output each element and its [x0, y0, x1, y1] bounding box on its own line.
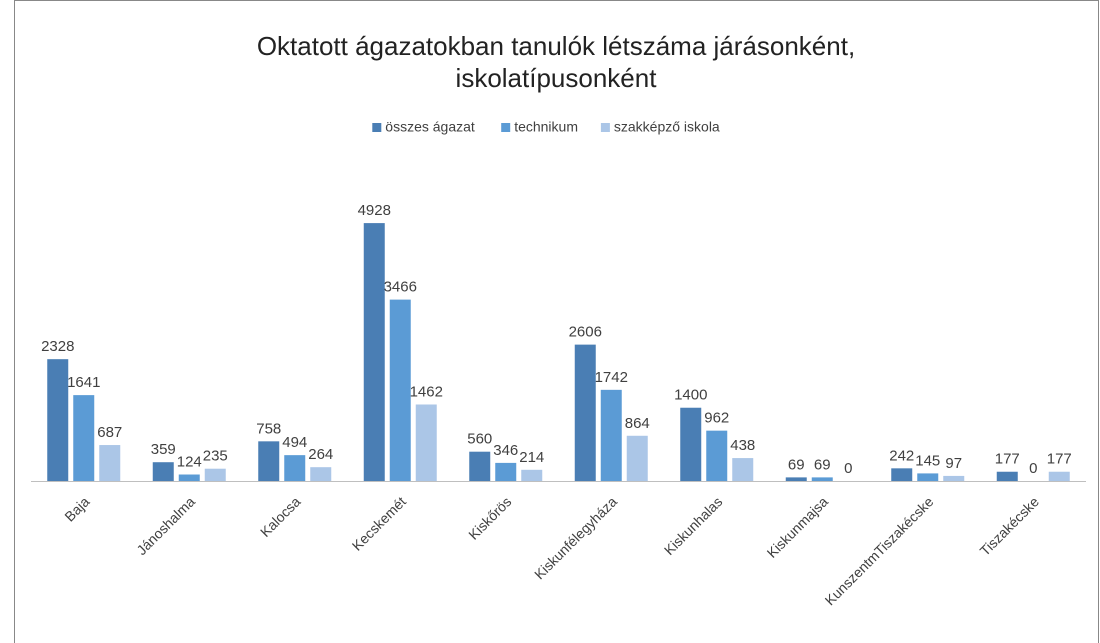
value-label: 1400	[674, 387, 707, 404]
value-label: 242	[889, 447, 914, 464]
bar	[600, 389, 622, 481]
value-label: 235	[203, 448, 228, 465]
chart-title: iskolatípusonként	[456, 63, 658, 93]
value-label: 438	[730, 437, 755, 454]
legend-label: szakképző iskola	[614, 119, 720, 135]
value-label: 264	[308, 446, 333, 463]
value-label: 359	[151, 441, 176, 458]
value-label: 494	[282, 434, 307, 451]
bar	[495, 462, 517, 481]
value-label: 864	[625, 415, 650, 432]
value-label: 3466	[384, 279, 417, 296]
bar	[732, 458, 754, 481]
bar	[389, 299, 411, 481]
bar	[996, 471, 1018, 481]
x-tick-label: Tiszakécske	[977, 493, 1043, 559]
x-tick-label: Kecskemét	[349, 493, 409, 553]
value-label: 1462	[410, 383, 443, 400]
x-tick-label: Jánoshalma	[133, 493, 198, 558]
bar	[204, 468, 226, 481]
bar	[626, 435, 648, 481]
legend-swatch	[372, 123, 382, 132]
bar	[310, 467, 332, 481]
bar	[521, 469, 543, 481]
x-tick-label: Kiskunhalas	[661, 493, 726, 558]
x-tick-label: Kiskőrös	[465, 493, 514, 542]
bar	[943, 475, 965, 481]
value-label: 962	[704, 410, 729, 427]
legend-swatch	[600, 123, 610, 132]
value-label: 4928	[358, 202, 391, 219]
bar	[574, 344, 596, 481]
x-tick-label: Kiskunfélegyháza	[531, 493, 620, 582]
value-label: 177	[995, 451, 1020, 468]
bar	[178, 474, 200, 481]
bar	[152, 462, 174, 481]
value-label: 69	[814, 456, 831, 473]
value-label: 214	[519, 449, 544, 466]
bar	[415, 404, 437, 481]
bar	[47, 359, 69, 481]
bar	[258, 441, 280, 481]
bar	[73, 395, 95, 481]
value-label: 69	[788, 456, 805, 473]
value-label: 2606	[569, 324, 602, 341]
bar	[1048, 471, 1070, 481]
bar	[811, 477, 833, 481]
bar	[99, 445, 121, 481]
value-label: 177	[1047, 451, 1072, 468]
legend-label: technikum	[514, 119, 578, 135]
legend-swatch	[501, 123, 511, 132]
bar	[917, 473, 939, 481]
value-label: 2328	[41, 338, 74, 355]
bar	[469, 451, 491, 481]
value-label: 0	[1029, 460, 1037, 477]
bar	[706, 430, 728, 481]
x-tick-label: KunszentmTiszakécske	[822, 493, 937, 608]
x-tick-label: Kalocsa	[257, 493, 304, 540]
value-label: 560	[467, 431, 492, 448]
value-label: 124	[177, 453, 202, 470]
x-tick-label: Kiskunmajsa	[764, 493, 832, 561]
x-tick-label: Baja	[61, 493, 92, 524]
chart-frame	[14, 0, 1099, 643]
bar	[363, 223, 385, 482]
value-label: 1742	[595, 369, 628, 386]
value-label: 1641	[67, 374, 100, 391]
value-label: 0	[844, 460, 852, 477]
legend-label: összes ágazat	[385, 119, 475, 135]
value-label: 758	[256, 420, 281, 437]
value-label: 687	[97, 424, 122, 441]
bar	[680, 407, 702, 481]
chart-title: Oktatott ágazatokban tanulók létszáma já…	[257, 31, 855, 61]
bar	[785, 477, 807, 481]
value-label: 346	[493, 442, 518, 459]
value-label: 145	[915, 452, 940, 469]
bar	[891, 468, 913, 481]
value-label: 97	[945, 455, 962, 472]
bar	[284, 455, 306, 481]
